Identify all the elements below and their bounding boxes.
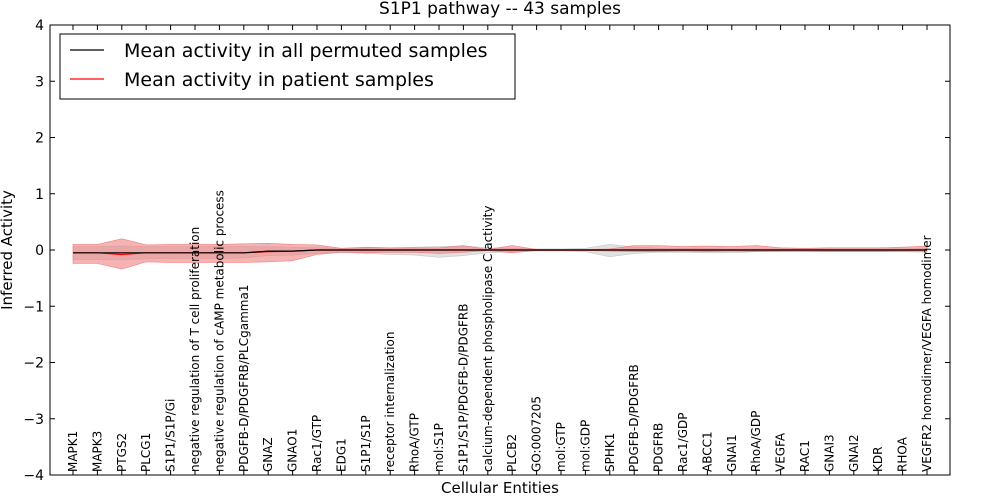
bands: [72, 238, 928, 270]
x-tick-label: mol:GTP: [554, 422, 568, 472]
x-axis-label: Cellular Entities: [441, 479, 559, 497]
x-tick-label: EDG1: [334, 438, 348, 472]
x-tick-label: SPHK1: [603, 433, 617, 472]
y-axis-label: Inferred Activity: [0, 190, 16, 310]
x-tick-label: VEGFA: [774, 432, 788, 472]
x-tick-label: S1P1/S1P: [359, 415, 373, 472]
legend-box: [59, 33, 516, 100]
y-tick-label: 3: [35, 74, 44, 90]
x-tick-label: negative regulation of T cell proliferat…: [188, 227, 202, 472]
x-tick-label: Rac1/GDP: [676, 413, 690, 472]
x-tick-label: MAPK1: [66, 431, 80, 472]
x-tick-label: GO:0007205: [530, 396, 544, 472]
legend: Mean activity in all permuted samples Me…: [59, 33, 516, 100]
y-tick-label: 4: [35, 18, 44, 34]
y-tick-label: 2: [35, 131, 44, 147]
x-tick-label: GNAZ: [261, 437, 275, 472]
x-tick-label: mol:S1P: [432, 423, 446, 472]
line-permuted: [73, 249, 927, 254]
x-tick-label: calcium-dependent phospholipase C activi…: [481, 206, 495, 472]
x-tick-label: negative regulation of cAMP metabolic pr…: [212, 190, 226, 472]
x-tick-label: GNAO1: [286, 429, 300, 472]
x-tick-label: S1P1/S1P/Gi: [164, 399, 178, 472]
x-axis: MAPK1 MAPK3 PTGS2 PLCG1 S1P1/S1P/Gi negative …: [66, 25, 934, 475]
x-tick-label: receptor internalization: [383, 332, 397, 472]
y-tick-label: 1: [35, 187, 44, 203]
x-tick-label: PLCB2: [505, 434, 519, 472]
x-tick-label: mol:GDP: [578, 420, 592, 472]
chart-title: S1P1 pathway -- 43 samples: [379, 0, 621, 19]
x-tick-label: MAPK3: [90, 431, 104, 472]
x-tick-label: GNAI3: [822, 434, 836, 472]
y-tick-label: 0: [35, 243, 44, 259]
x-tick-label: PTGS2: [115, 433, 129, 472]
x-tick-label: PDGFB-D/PDGFRB: [627, 364, 641, 472]
y-axis: −4 −3 −2 −1 0 1 2 3 4: [23, 18, 950, 484]
x-tick-label: PDGFRB: [652, 423, 666, 472]
x-tick-label: RhoA/GDP: [749, 411, 763, 472]
band-patient: [72, 238, 928, 270]
x-tick-label: PDGFB-D/PDGFRB/PLCgamma1: [237, 285, 251, 472]
x-tick-label: RHOA: [896, 436, 910, 472]
x-tick-label: Rac1/GTP: [310, 415, 324, 472]
y-tick-label: −4: [23, 468, 44, 484]
legend-entry-permuted: Mean activity in all permuted samples: [124, 40, 487, 62]
x-tick-label: VEGFR2 homodimer/VEGFA homodimer: [920, 235, 934, 472]
plot-frame: [49, 24, 951, 476]
x-tick-label: GNAI1: [725, 434, 739, 472]
series-lines: [73, 249, 927, 256]
x-tick-label: GNAI2: [847, 434, 861, 472]
x-tick-label: RAC1: [798, 440, 812, 472]
legend-entry-patient: Mean activity in patient samples: [124, 69, 434, 91]
y-tick-label: −3: [23, 412, 44, 428]
y-tick-label: −1: [23, 299, 44, 315]
x-tick-label: S1P1/S1P/PDGFB-D/PDGFRB: [456, 304, 470, 472]
x-tick-label: KDR: [871, 447, 885, 472]
y-tick-label: −2: [23, 356, 44, 372]
x-tick-label: ABCC1: [700, 431, 714, 472]
x-tick-label: RhoA/GTP: [408, 413, 422, 472]
x-tick-label: PLCG1: [139, 433, 153, 472]
